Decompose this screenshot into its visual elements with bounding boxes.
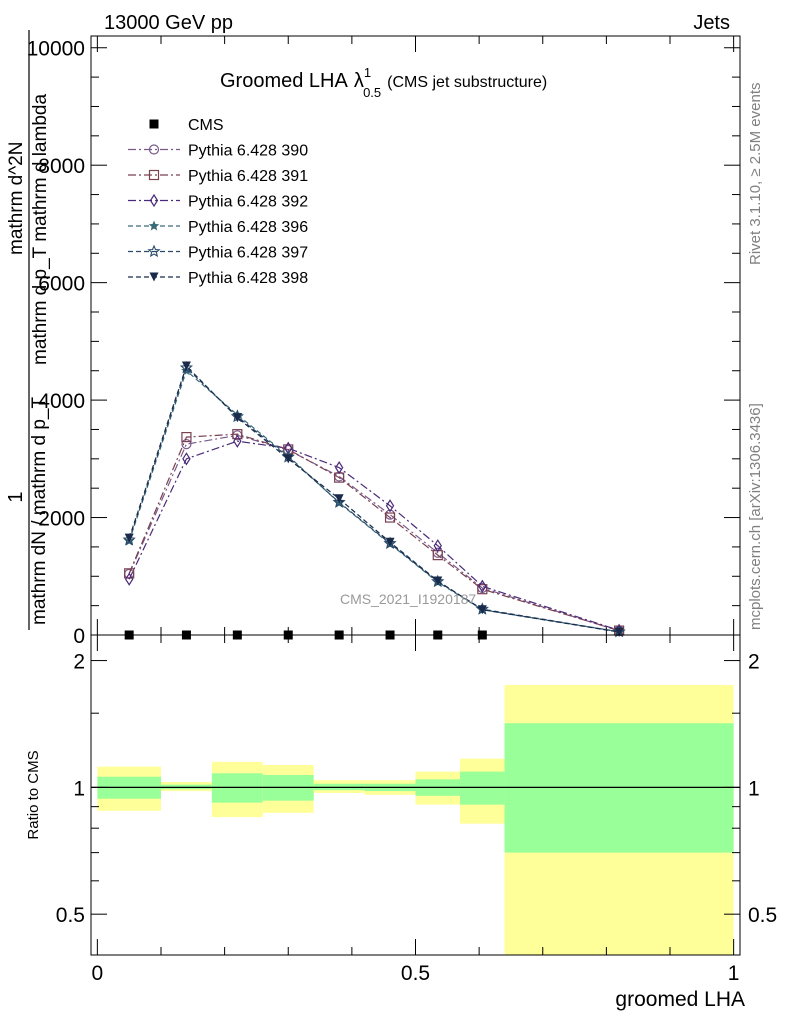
ratio-bands bbox=[91, 684, 740, 955]
ylabel-denom: mathrm dN / mathrm d p_T bbox=[29, 397, 50, 625]
ratio-ytick-label: 2 bbox=[73, 651, 85, 674]
legend-item: Pythia 6.428 391 bbox=[128, 168, 308, 185]
ratio-ticks: 0.5 0.5 1 1 2 2 0 0.5 1 bbox=[56, 635, 777, 985]
ratio-ytick-label: 0.5 bbox=[56, 904, 85, 927]
data-point bbox=[124, 533, 134, 543]
data-point bbox=[181, 439, 192, 450]
rivet-label: Rivet 3.1.10, ≥ 2.5M events bbox=[747, 83, 764, 266]
legend-item: Pythia 6.428 390 bbox=[128, 143, 308, 160]
data-point bbox=[384, 512, 396, 523]
series-line bbox=[128, 440, 620, 631]
legend-item: Pythia 6.428 396 bbox=[128, 219, 308, 236]
watermark: CMS_2021_I1920187 bbox=[340, 591, 476, 607]
data-point bbox=[232, 429, 243, 440]
data-point bbox=[283, 454, 293, 464]
legend-marker bbox=[147, 244, 161, 258]
title-main: Groomed LHA λ1 0.5 (CMS jet substructure) bbox=[220, 65, 547, 100]
ratio-y-label: Ratio to CMS bbox=[25, 750, 42, 839]
legend-label: Pythia 6.428 398 bbox=[188, 270, 308, 287]
legend-label: Pythia 6.428 392 bbox=[188, 194, 308, 211]
data-point bbox=[334, 461, 344, 475]
legend-label: Pythia 6.428 396 bbox=[188, 219, 308, 236]
legend-marker bbox=[148, 220, 160, 231]
title-main-text: Groomed LHA bbox=[220, 70, 348, 92]
series-6 bbox=[124, 361, 624, 637]
ratio-ytick-label-right: 1 bbox=[748, 777, 760, 800]
data-point bbox=[433, 576, 443, 586]
main-panel: 0 2000 4000 6000 8000 10000 bbox=[27, 35, 741, 648]
ylabel-inner-numer: mathrm d^2N bbox=[6, 142, 27, 255]
x-axis-label: groomed LHA bbox=[615, 988, 745, 1011]
legend-marker bbox=[149, 193, 159, 208]
main-ytick-label: 10000 bbox=[27, 38, 85, 61]
plot-title: Groomed LHA λ1 0.5 (CMS jet substructure) bbox=[220, 65, 547, 100]
title-lambda: λ bbox=[354, 70, 364, 92]
legend-marker bbox=[149, 272, 159, 282]
title-note: (CMS jet substructure) bbox=[387, 74, 547, 91]
data-point bbox=[477, 605, 487, 615]
data-point bbox=[182, 452, 191, 466]
data-point bbox=[334, 494, 344, 504]
site-label: mcplots.cern.ch [arXiv:1306.3436] bbox=[747, 403, 764, 630]
data-point bbox=[433, 539, 442, 553]
ratio-band-green bbox=[460, 771, 505, 805]
legend-marker bbox=[149, 119, 159, 129]
title-sup: 1 bbox=[364, 65, 371, 80]
ylabel-inner-denom: mathrm d p_T mathrm d lambda bbox=[30, 94, 51, 365]
ratio-ytick-label: 1 bbox=[73, 777, 85, 800]
ratio-xtick-label: 0.5 bbox=[401, 962, 430, 985]
legend-item: Pythia 6.428 398 bbox=[128, 270, 308, 287]
ratio-ytick-label-right: 0.5 bbox=[748, 904, 777, 927]
ylabel-numer: 1 bbox=[5, 491, 27, 502]
legend-label: Pythia 6.428 397 bbox=[188, 245, 308, 262]
legend-item: Pythia 6.428 392 bbox=[128, 194, 308, 211]
main-ytick-label: 2000 bbox=[38, 508, 85, 531]
series-line bbox=[128, 434, 620, 632]
data-point bbox=[233, 434, 242, 448]
data-point bbox=[181, 431, 192, 443]
series-line bbox=[128, 369, 620, 633]
data-point bbox=[124, 572, 134, 586]
data-point bbox=[385, 499, 395, 513]
legend-marker bbox=[148, 144, 160, 155]
legend-label: Pythia 6.428 390 bbox=[188, 143, 308, 160]
ratio-xtick-label: 0 bbox=[92, 962, 104, 985]
series-line bbox=[128, 433, 620, 632]
legend-item: Pythia 6.428 397 bbox=[128, 245, 308, 262]
main-ticks: 0 2000 4000 6000 8000 10000 bbox=[27, 36, 740, 648]
y-axis-label: 1 mathrm dN / mathrm d p_T mathrm d^2N m… bbox=[5, 30, 51, 630]
legend-label: CMS bbox=[188, 117, 224, 134]
data-point bbox=[332, 495, 346, 508]
ratio-panel: 0.5 0.5 1 1 2 2 0 0.5 1 bbox=[56, 634, 777, 985]
main-ytick-label: 8000 bbox=[38, 155, 85, 178]
ratio-ytick-label-right: 2 bbox=[748, 651, 760, 674]
data-point bbox=[181, 361, 191, 371]
ratio-xtick-label: 1 bbox=[728, 962, 740, 985]
legend: CMS Pythia 6.428 390 Pythia 6.428 391 Pythi… bbox=[128, 117, 308, 287]
legend-marker bbox=[148, 169, 160, 181]
data-point bbox=[477, 584, 488, 595]
legend-label: Pythia 6.428 391 bbox=[188, 168, 308, 185]
legend-item: CMS bbox=[149, 117, 224, 134]
data-point bbox=[232, 413, 242, 423]
main-ytick-label: 4000 bbox=[38, 390, 85, 413]
main-ytick-label: 0 bbox=[73, 625, 85, 648]
header-left: 13000 GeV pp bbox=[104, 12, 233, 34]
data-point bbox=[478, 579, 487, 593]
title-sub: 0.5 bbox=[363, 85, 381, 100]
main-ytick-label: 6000 bbox=[38, 273, 85, 296]
data-point bbox=[614, 627, 624, 637]
header-right: Jets bbox=[693, 12, 730, 34]
data-point bbox=[385, 537, 395, 547]
